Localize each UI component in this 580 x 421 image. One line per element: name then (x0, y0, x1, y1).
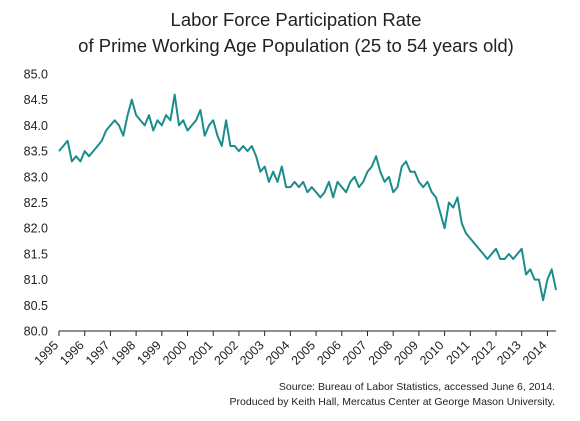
x-tick-label: 2001 (186, 338, 216, 368)
x-tick-label: 2006 (314, 338, 344, 368)
source-note: Source: Bureau of Labor Statistics, acce… (279, 381, 555, 393)
x-tick-label: 2012 (469, 338, 499, 368)
x-tick-label: 1995 (32, 338, 62, 368)
y-tick-label: 80.0 (24, 325, 48, 339)
y-tick-label: 84.5 (24, 93, 48, 107)
x-tick-label: 2013 (494, 338, 524, 368)
series-line (58, 93, 557, 302)
y-tick-label: 85.0 (24, 68, 48, 82)
y-tick-label: 82.5 (24, 196, 48, 210)
y-tick-label: 81.5 (24, 247, 48, 261)
y-tick-label: 80.5 (24, 299, 48, 313)
y-tick-label: 83.0 (24, 170, 48, 184)
x-tick-label: 2002 (212, 338, 242, 368)
x-tick-label: 1998 (109, 338, 139, 368)
y-axis-ticks: 85.0 84.5 84.0 83.5 83.0 82.5 82.0 81.5 81.0 80.5… (24, 68, 48, 339)
x-tick-label: 2010 (417, 338, 447, 368)
x-tick-label: 2000 (160, 338, 190, 368)
x-tick-label: 1999 (134, 338, 164, 368)
y-tick-label: 83.5 (24, 145, 48, 159)
x-tick-label: 1997 (83, 338, 113, 368)
x-tick-label: 2003 (237, 338, 267, 368)
x-tick-label: 2014 (520, 338, 550, 368)
y-tick-label: 81.0 (24, 273, 48, 287)
y-tick-label: 82.0 (24, 222, 48, 236)
x-axis-ticks: 1995199619971998199920002001200220032004… (32, 331, 550, 368)
x-tick-label: 2011 (444, 338, 473, 367)
x-tick-label: 2004 (263, 338, 293, 368)
x-tick-label: 2005 (289, 338, 319, 368)
x-tick-label: 2007 (340, 338, 370, 368)
x-tick-label: 1996 (57, 338, 87, 368)
chart-subtitle: of Prime Working Age Population (25 to 5… (78, 35, 514, 56)
producer-note: Produced by Keith Hall, Mercatus Center … (230, 396, 555, 408)
y-tick-label: 84.0 (24, 119, 48, 133)
x-tick-label: 2009 (391, 338, 421, 368)
x-tick-label: 2008 (366, 338, 396, 368)
chart-title: Labor Force Participation Rate (171, 9, 422, 30)
